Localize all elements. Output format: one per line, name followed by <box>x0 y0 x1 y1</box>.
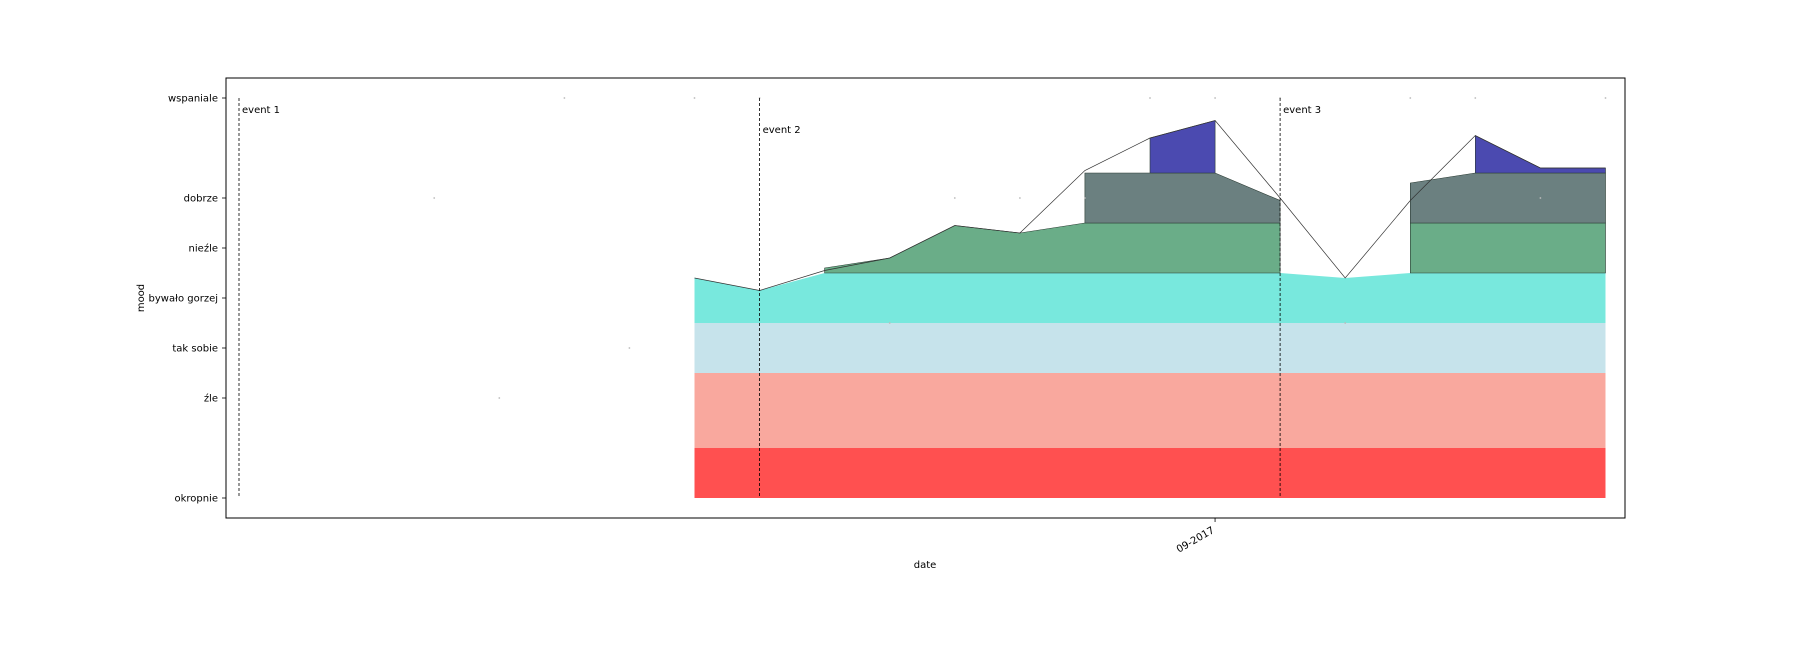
band-5-1 <box>1410 172 1606 224</box>
bands-layer <box>694 120 1606 498</box>
scatter-point <box>433 197 436 199</box>
scatter-point <box>1604 97 1607 99</box>
scatter-point <box>1019 197 1021 199</box>
scatter-point <box>1214 97 1216 99</box>
y-tick-label: dobrze <box>184 194 218 205</box>
band-0-0 <box>694 448 1606 498</box>
y-tick-label: nieźle <box>189 243 218 255</box>
band-6-1 <box>1475 135 1606 174</box>
y-tick-label: okropnie <box>174 494 218 505</box>
y-tick-label: źle <box>204 393 218 405</box>
band-4-0 <box>824 222 1281 274</box>
x-axis: 09-2017 <box>1175 518 1217 555</box>
y-axis-label: mood <box>136 284 147 312</box>
event-label: event 2 <box>763 125 801 136</box>
band-6-0 <box>1149 120 1216 174</box>
x-axis-label: date <box>914 560 937 571</box>
scatter-point <box>693 97 696 99</box>
scatter-point <box>628 347 631 349</box>
band-2-0 <box>694 323 1606 373</box>
scatter-layer <box>433 97 1607 399</box>
scatter-point <box>888 322 891 324</box>
mood-line-layer <box>694 120 1606 291</box>
scatter-point <box>1409 97 1412 99</box>
band-3-0 <box>694 273 1606 323</box>
y-axis: okropnie źle tak sobie bywało gorzej nieźle d… <box>149 94 226 505</box>
band-4-1 <box>1410 222 1606 274</box>
scatter-point <box>498 397 501 399</box>
scatter-point <box>953 197 956 199</box>
scatter-point <box>1084 197 1086 199</box>
x-tick-label: 09-2017 <box>1175 525 1217 555</box>
scatter-point <box>563 97 566 99</box>
mood-line-0 <box>694 120 1606 291</box>
scatter-point <box>1539 197 1542 199</box>
events-layer: event 1 event 2 event 3 <box>238 98 1321 498</box>
scatter-point <box>1344 322 1347 324</box>
y-tick-label: bywało gorzej <box>149 294 218 305</box>
event-label: event 1 <box>242 105 280 116</box>
scatter-point <box>1474 97 1477 99</box>
band-5-0 <box>1084 172 1281 224</box>
y-tick-label: tak sobie <box>172 344 218 355</box>
y-tick-label: wspaniale <box>168 94 218 105</box>
scatter-point <box>1149 97 1151 99</box>
band-1-0 <box>694 373 1606 448</box>
event-label: event 3 <box>1283 105 1321 116</box>
